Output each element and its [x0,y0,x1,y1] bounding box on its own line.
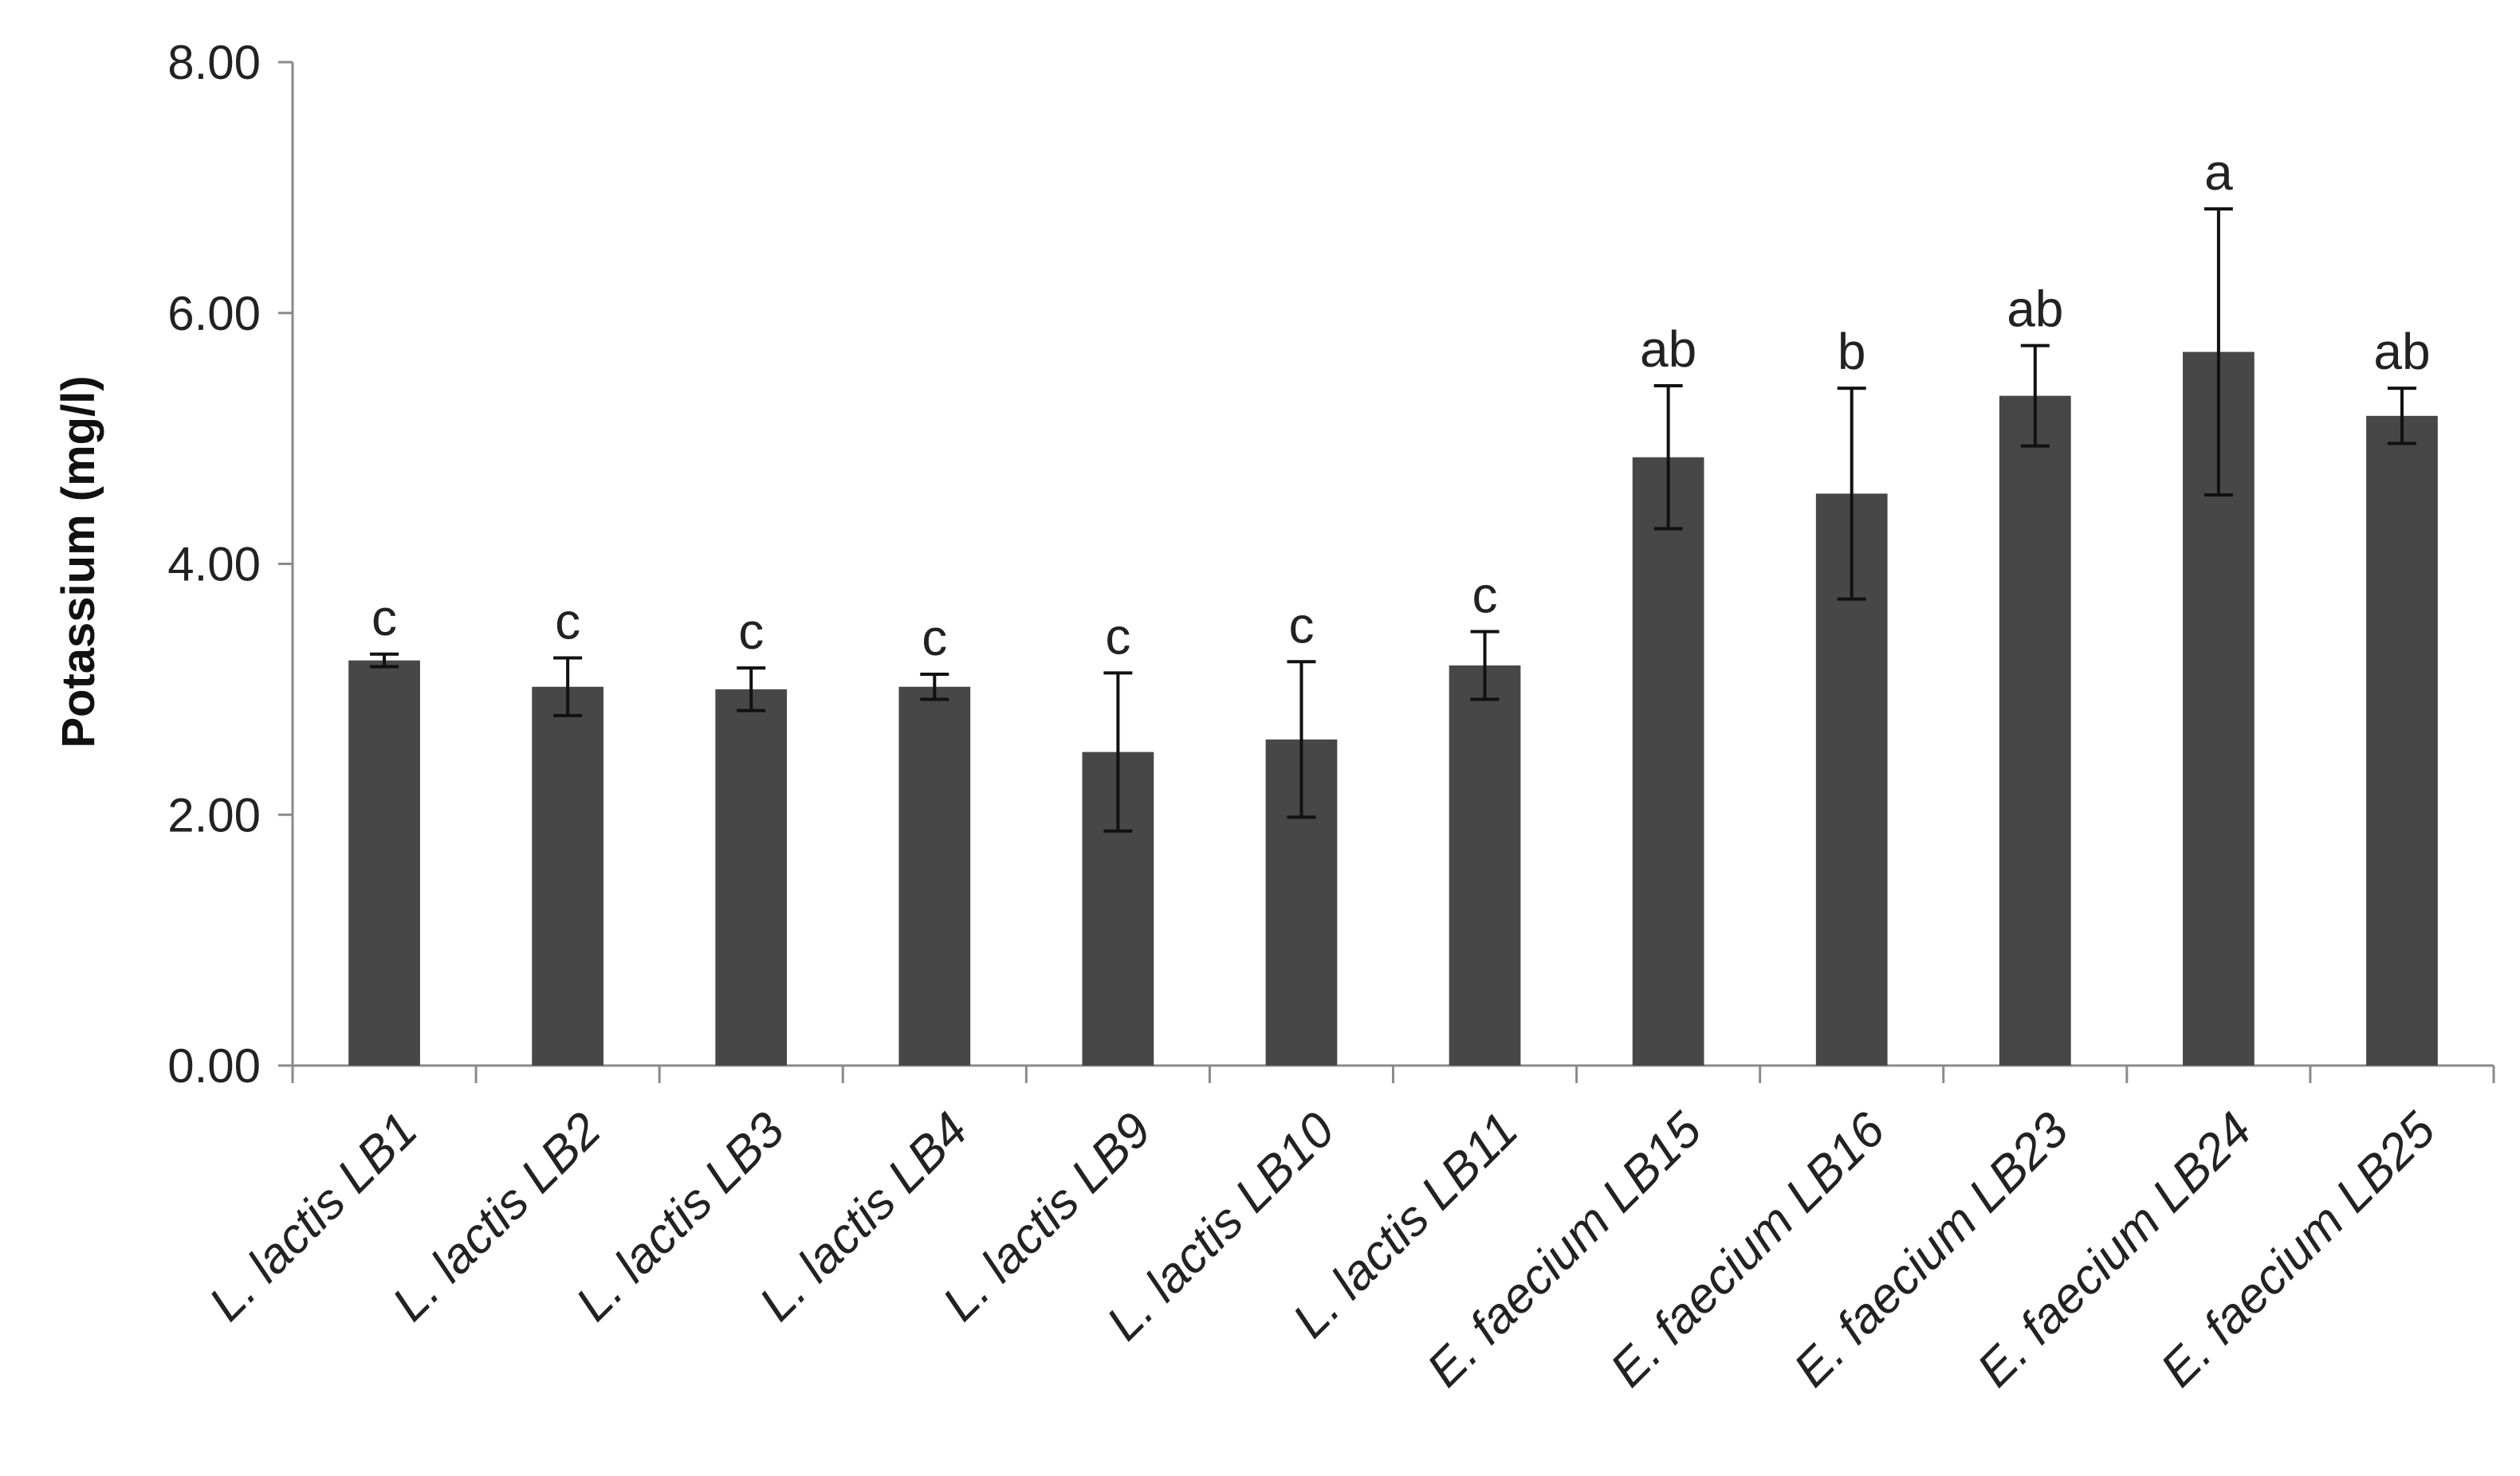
significance-letter: c [922,609,947,666]
significance-letter: c [372,589,397,646]
y-axis-title: Potassium (mg/l) [53,375,104,748]
bar [2366,415,2438,1066]
significance-letter: c [1105,607,1130,665]
significance-letter: c [738,603,764,660]
significance-letter: ab [2007,281,2063,338]
bar [715,689,788,1066]
significance-letter: a [2204,143,2233,201]
bar [348,660,420,1066]
y-tick-label: 8.00 [167,36,261,89]
bar [898,686,971,1066]
significance-letter: c [1288,596,1314,654]
significance-letter: b [1838,323,1866,380]
y-tick-label: 4.00 [167,538,261,591]
significance-letter: c [555,593,580,650]
y-tick-label: 0.00 [167,1039,261,1093]
y-tick-label: 6.00 [167,287,261,340]
significance-letter: c [1472,566,1498,623]
y-tick-label: 2.00 [167,788,261,842]
bar [532,686,603,1066]
bar [1632,457,1704,1066]
significance-letter: ab [2373,323,2430,380]
bar [1449,665,1521,1066]
significance-letter: ab [1640,320,1696,378]
bar [1999,395,2071,1066]
